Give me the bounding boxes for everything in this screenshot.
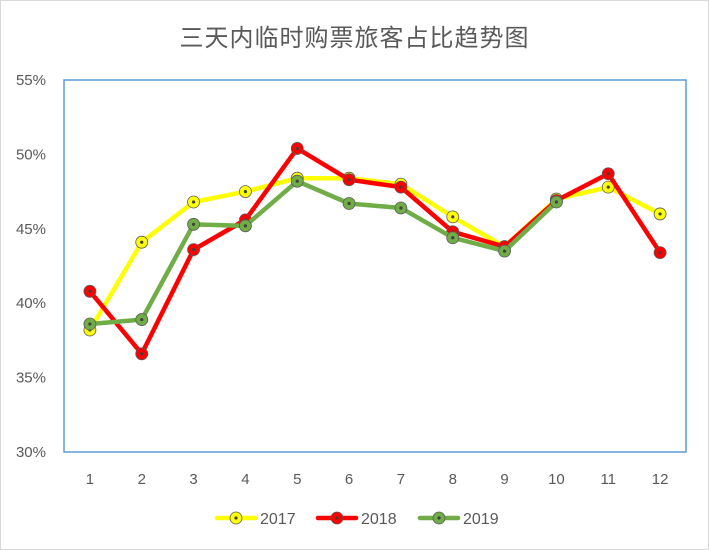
x-tick-label: 1: [86, 471, 94, 488]
data-point-center: [554, 200, 559, 204]
data-point-center: [191, 222, 196, 226]
data-point-center: [347, 178, 351, 182]
data-point-center: [140, 352, 144, 356]
data-point-center: [295, 179, 299, 183]
data-point-center: [606, 185, 610, 189]
data-point-center: [243, 224, 248, 228]
data-point-center: [243, 190, 248, 194]
legend-label-2017: 2017: [260, 511, 296, 528]
x-tick-label: 5: [293, 471, 301, 488]
data-point-center: [658, 251, 662, 255]
data-point-center: [658, 212, 662, 216]
data-point-center: [451, 215, 455, 219]
x-tick-label: 12: [652, 471, 669, 488]
data-point-center: [451, 236, 455, 240]
y-tick-label: 40%: [16, 295, 46, 312]
y-tick-label: 55%: [16, 72, 46, 89]
y-tick-label: 35%: [16, 370, 46, 387]
series-line-2019: [87, 178, 559, 327]
plot-area-border: [63, 79, 687, 453]
x-tick-label: 2: [138, 471, 146, 488]
y-tick-label: 30%: [16, 444, 46, 461]
data-point-center: [140, 240, 144, 244]
data-point-center: [295, 146, 299, 151]
legend-label-2018: 2018: [361, 511, 397, 528]
x-tick-label: 4: [241, 471, 249, 488]
chart-title: 三天内临时购票旅客占比趋势图: [179, 24, 530, 52]
data-point-center: [347, 201, 351, 206]
y-tick-label: 50%: [16, 146, 46, 163]
data-point-center: [140, 317, 144, 322]
data-point-center: [88, 289, 92, 293]
legend-marker-center: [437, 516, 441, 520]
legend-marker-center: [234, 516, 238, 520]
y-tick-label: 45%: [16, 221, 46, 238]
x-tick-label: 10: [548, 471, 565, 488]
legend-marker-center: [335, 516, 339, 520]
legend-label-2019: 2019: [463, 511, 499, 528]
x-tick-label: 7: [397, 471, 405, 488]
series-line-2018: [87, 146, 663, 357]
x-tick-label: 9: [500, 471, 508, 488]
data-point-center: [399, 206, 403, 210]
x-tick-label: 8: [449, 471, 457, 488]
x-tick-label: 11: [600, 471, 616, 488]
data-point-center: [88, 322, 92, 326]
data-point-center: [606, 172, 610, 176]
data-point-center: [191, 200, 196, 204]
data-point-center: [399, 185, 403, 189]
x-tick-label: 3: [189, 471, 197, 488]
data-point-center: [502, 249, 507, 253]
x-tick-label: 6: [345, 471, 353, 488]
data-point-center: [191, 248, 196, 252]
